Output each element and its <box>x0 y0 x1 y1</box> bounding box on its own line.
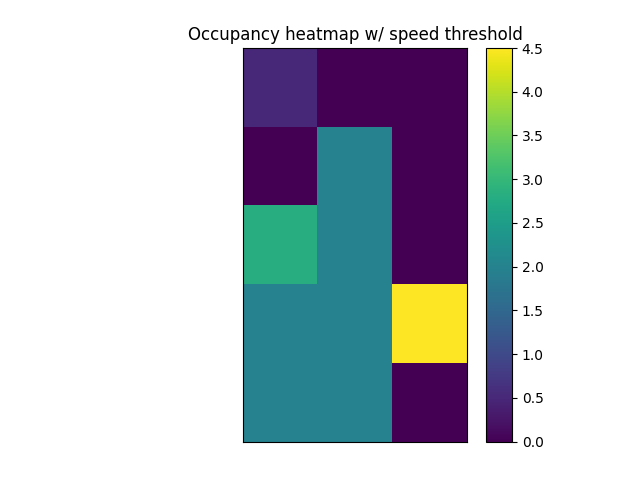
Title: Occupancy heatmap w/ speed threshold: Occupancy heatmap w/ speed threshold <box>188 25 523 44</box>
